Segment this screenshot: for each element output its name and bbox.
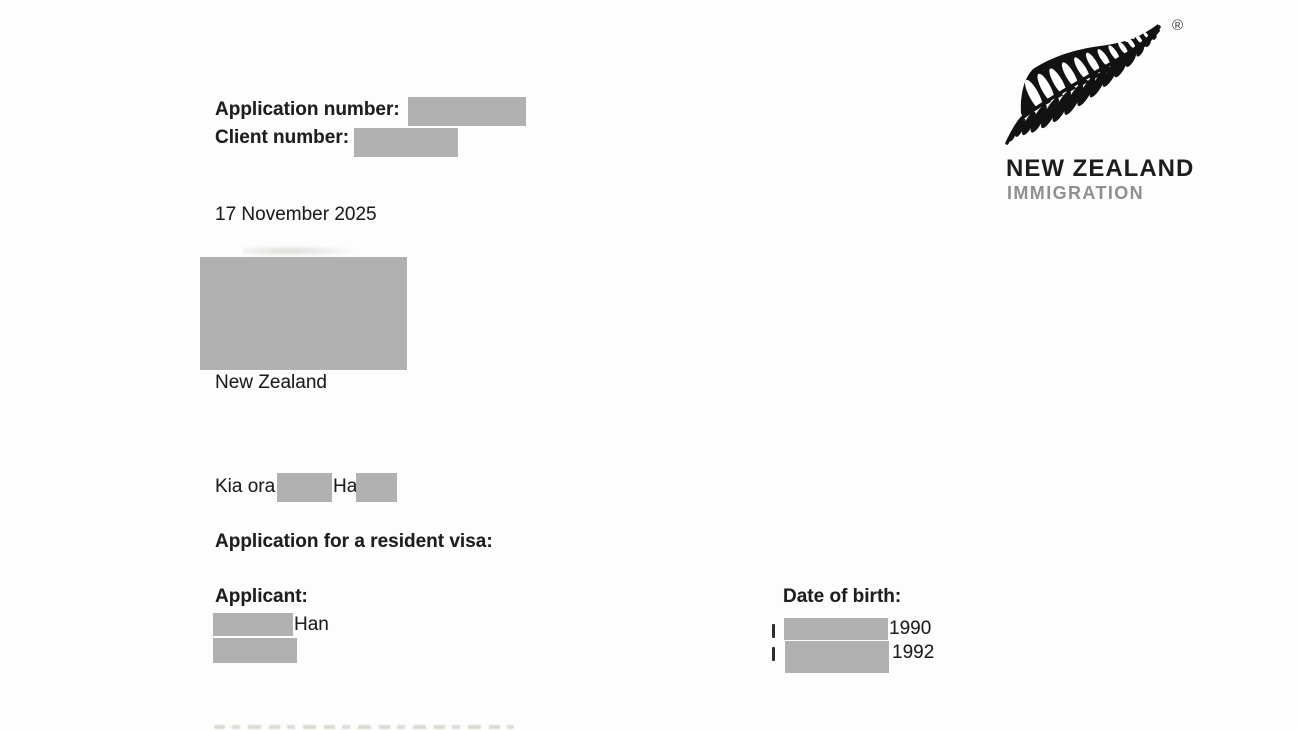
greeting-prefix: Kia ora — [215, 476, 276, 497]
scan-artifact — [243, 245, 361, 257]
logo-wordmark-immigration: IMMIGRATION — [1007, 183, 1145, 203]
dob-year-2: 1992 — [892, 642, 935, 663]
dob-label: Date of birth: — [783, 586, 902, 607]
application-number-label: Application number: — [215, 99, 400, 120]
dob-redaction-1 — [784, 618, 888, 640]
partial-digit-mark — [772, 647, 775, 661]
clipped-text-line — [214, 725, 514, 729]
silver-fern-icon — [1005, 24, 1161, 145]
registered-trademark-icon: ® — [1172, 17, 1184, 34]
applicant-surname: Han — [294, 614, 329, 635]
letter-date: 17 November 2025 — [215, 204, 377, 225]
applicant-name-redaction-2 — [213, 638, 297, 663]
client-number-redaction — [354, 128, 458, 157]
application-number-redaction — [408, 97, 526, 126]
dob-year-1: 1990 — [889, 618, 932, 639]
greeting-surname-redaction — [356, 473, 397, 502]
recipient-address-redaction — [200, 257, 407, 370]
dob-redaction-2 — [785, 641, 889, 673]
nz-immigration-logo: ® NEW ZEALAND IMMIGRATION — [998, 10, 1198, 210]
applicant-firstname-redaction — [213, 613, 293, 636]
subject-heading: Application for a resident visa: — [215, 531, 493, 552]
applicant-label: Applicant: — [215, 586, 308, 607]
greeting-firstname-redaction — [277, 473, 332, 502]
address-country: New Zealand — [215, 372, 327, 393]
client-number-label: Client number: — [215, 127, 350, 148]
logo-wordmark-new-zealand: NEW ZEALAND — [1006, 154, 1195, 183]
partial-digit-mark — [772, 624, 775, 638]
